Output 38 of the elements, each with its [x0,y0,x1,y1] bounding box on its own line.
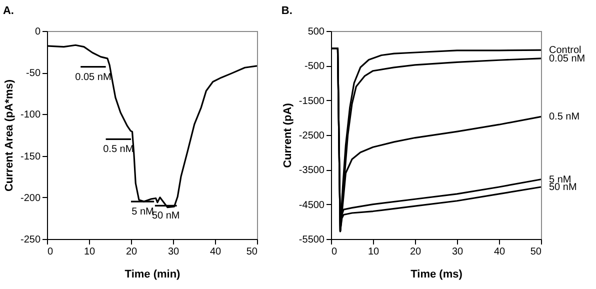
x-axis-title: Time (ms) [410,268,463,280]
series-label: 0.05 nM [549,53,586,64]
x-tick-label: 10 [84,246,96,258]
y-tick-label: -1500 [298,96,325,107]
x-tick-label: 0 [48,246,54,258]
y-tick-label: -5500 [298,234,325,246]
x-tick-label: 20 [126,246,138,258]
y-axis-title: Current (pA) [282,102,294,168]
y-tick-label: -200 [20,192,41,204]
x-tick-label: 50 [530,246,542,258]
x-tick-label: 0 [332,246,338,258]
chart-title: A. [2,5,14,17]
x-tick-label: 30 [168,246,180,258]
annotation: 0.05 nM [75,72,112,83]
series-label: 0.5 nM [549,112,580,123]
y-axis-title: Current Area (pA*ms) [3,79,16,192]
x-tick-label: 40 [210,246,222,258]
y-tick-label: 500 [308,26,325,38]
y-tick-label: -100 [20,110,41,121]
y-tick-label: -500 [304,61,325,72]
chart-title: B. [281,5,292,17]
y-tick-label: -250 [20,234,41,246]
y-tick-label: 0 [34,26,41,38]
y-tick-label: -50 [26,68,41,80]
y-tick-label: -2500 [298,130,325,142]
x-tick-label: 20 [410,246,422,258]
x-axis-title: Time (min) [124,268,181,280]
y-tick-label: -150 [20,151,41,162]
y-tick-label: -4500 [298,200,325,211]
series-label: 50 nM [549,182,577,193]
annotation: 5 nM [132,206,154,218]
x-tick-label: 10 [368,246,380,258]
x-tick-label: 30 [452,246,464,258]
y-tick-label: -3500 [298,165,325,176]
annotation: 50 nM [152,210,180,222]
x-tick-label: 40 [494,246,506,258]
annotation: 0.5 nM [103,144,134,156]
x-tick-label: 50 [246,246,258,258]
